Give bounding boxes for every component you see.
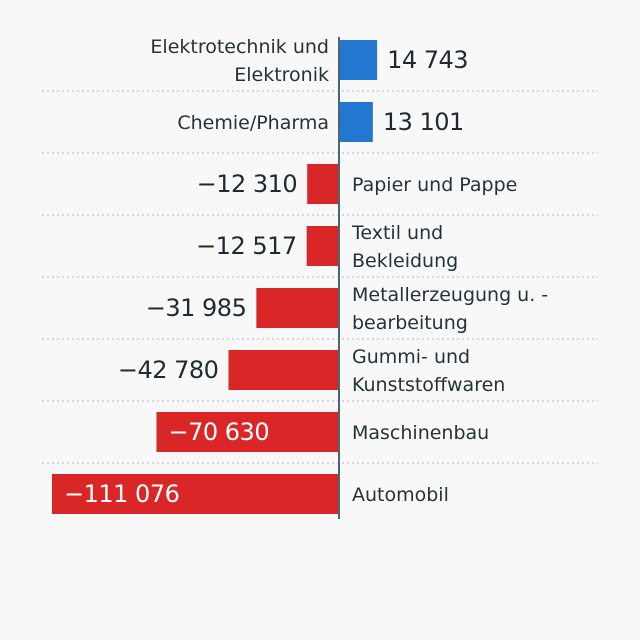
bar xyxy=(228,350,339,390)
data-label: −42 780 xyxy=(118,356,219,384)
bar xyxy=(52,474,339,514)
data-label: −12 310 xyxy=(197,170,298,198)
data-label: 14 743 xyxy=(387,46,468,74)
category-label: Gummi- und Kunststoffwaren xyxy=(352,346,505,396)
data-label: −70 630 xyxy=(169,418,270,446)
bar xyxy=(339,102,373,142)
bar xyxy=(256,288,339,328)
data-label: −111 076 xyxy=(64,480,179,508)
category-label: Chemie/Pharma xyxy=(177,112,329,134)
data-label: −12 517 xyxy=(196,232,297,260)
category-label: Papier und Pappe xyxy=(352,174,517,196)
data-label: −31 985 xyxy=(146,294,247,322)
category-label: Automobil xyxy=(352,484,449,506)
category-label: Maschinenbau xyxy=(352,422,489,444)
category-label: Metallerzeugung u. -bearbeitung xyxy=(352,284,548,334)
category-label: Elektrotechnik und Elektronik xyxy=(150,36,329,86)
bar xyxy=(156,412,339,452)
bar xyxy=(307,164,339,204)
category-label: Textil und Bekleidung xyxy=(351,222,458,272)
bar xyxy=(339,40,378,80)
bar xyxy=(306,226,339,266)
data-label: 13 101 xyxy=(383,108,464,136)
